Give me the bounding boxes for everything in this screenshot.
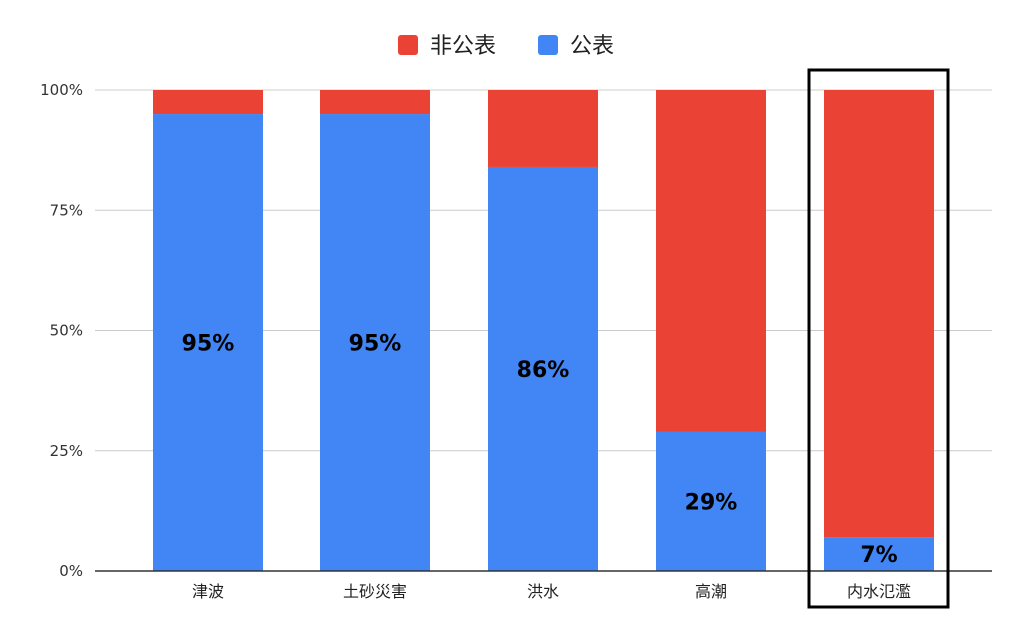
data-label: 95% [182, 332, 235, 357]
bar-segment-nonpublic [824, 90, 934, 538]
bar-segment-nonpublic [320, 90, 430, 115]
legend-label: 非公表 [430, 34, 496, 59]
bar-segment-public [320, 114, 430, 572]
x-category-label: 土砂災害 [343, 582, 407, 601]
bar-segment-nonpublic [153, 90, 263, 115]
legend-swatch [538, 35, 558, 55]
data-label: 7% [860, 543, 897, 568]
x-category-label: 洪水 [527, 582, 559, 601]
bars [153, 90, 934, 572]
legend: 非公表 公表 [398, 34, 614, 59]
data-labels: 95% 95% 86% 29% 7% [182, 332, 898, 569]
data-label: 29% [685, 490, 738, 515]
x-category-label: 内水氾濫 [847, 582, 911, 601]
bar-segment-nonpublic [488, 90, 598, 167]
data-label: 86% [517, 358, 570, 383]
y-tick-label: 100% [40, 81, 83, 99]
legend-label: 公表 [570, 34, 614, 59]
y-tick-label: 0% [59, 562, 83, 580]
y-tick-label: 25% [50, 442, 83, 460]
data-label: 95% [349, 332, 402, 357]
bar-segment-public [656, 431, 766, 571]
bar-segment-public [488, 166, 598, 571]
bar-segment-public [824, 537, 934, 571]
x-category-label: 高潮 [695, 582, 727, 601]
y-tick-label: 50% [50, 322, 83, 340]
legend-swatch [398, 35, 418, 55]
y-tick-label: 75% [50, 201, 83, 219]
axes: 0% 25% 50% 75% 100% 津波 土砂災害 洪水 高潮 内水氾濫 [40, 81, 992, 601]
bar-segment-public [153, 114, 263, 572]
highlight-box [807, 68, 950, 609]
x-category-label: 津波 [192, 582, 224, 601]
highlight [807, 68, 950, 609]
bar-segment-nonpublic [656, 90, 766, 432]
